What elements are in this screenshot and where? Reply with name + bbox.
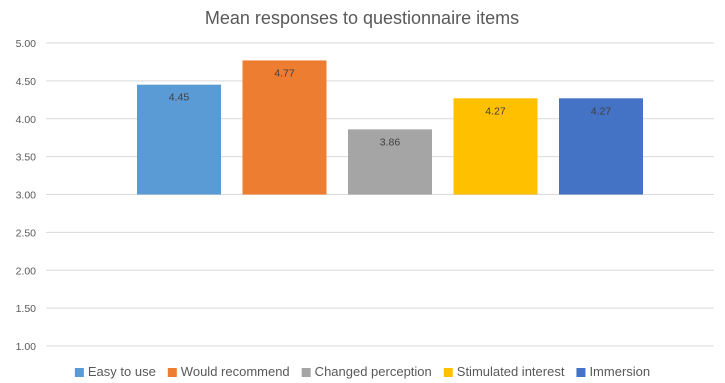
legend: Easy to use Would recommend Changed percep… — [74, 364, 650, 379]
data-label: 4.77 — [274, 67, 295, 79]
legend-item: Would recommend — [167, 364, 290, 379]
legend-label: Immersion — [589, 364, 650, 379]
data-label: 3.86 — [380, 136, 401, 148]
legend-item: Changed perception — [301, 364, 432, 379]
legend-item: Immersion — [576, 364, 650, 379]
legend-swatch — [443, 368, 453, 377]
y-axis-tick-labels: 1.00 1.50 2.00 2.50 3.00 3.50 4.00 4.50 5.00 — [16, 38, 37, 353]
y-tick-label: 4.50 — [16, 76, 37, 88]
data-label: 4.45 — [169, 92, 190, 104]
data-labels: 4.45 4.77 3.86 4.27 4.27 — [169, 67, 612, 148]
legend-item: Easy to use — [74, 364, 156, 379]
y-tick-label: 1.00 — [16, 341, 37, 353]
y-tick-label: 2.00 — [16, 265, 37, 277]
bar-immersion — [559, 98, 643, 195]
bars — [137, 60, 643, 195]
legend-label: Would recommend — [181, 364, 290, 379]
data-label: 4.27 — [485, 105, 506, 117]
legend-swatch — [301, 368, 311, 377]
bar-changed-perception — [348, 129, 432, 195]
legend-label: Easy to use — [88, 364, 156, 379]
legend-swatch — [74, 368, 84, 377]
data-label: 4.27 — [591, 105, 612, 117]
legend-label: Stimulated interest — [457, 364, 565, 379]
legend-label: Changed perception — [315, 364, 432, 379]
y-tick-label: 4.00 — [16, 114, 37, 126]
legend-swatch — [167, 368, 177, 377]
y-tick-label: 5.00 — [16, 38, 37, 50]
y-tick-label: 3.50 — [16, 152, 37, 164]
bar-stimulated-interest — [453, 98, 538, 195]
bar-easy-to-use — [137, 84, 221, 195]
legend-item: Stimulated interest — [443, 364, 565, 379]
chart-title: Mean responses to questionnaire items — [205, 8, 519, 28]
y-tick-label: 3.00 — [16, 190, 37, 202]
y-tick-label: 2.50 — [16, 227, 37, 239]
legend-row: Easy to use Would recommend Changed percep… — [74, 364, 650, 379]
legend-swatch — [576, 368, 586, 377]
y-tick-label: 1.50 — [16, 303, 37, 315]
bar-would-recommend — [242, 60, 327, 195]
